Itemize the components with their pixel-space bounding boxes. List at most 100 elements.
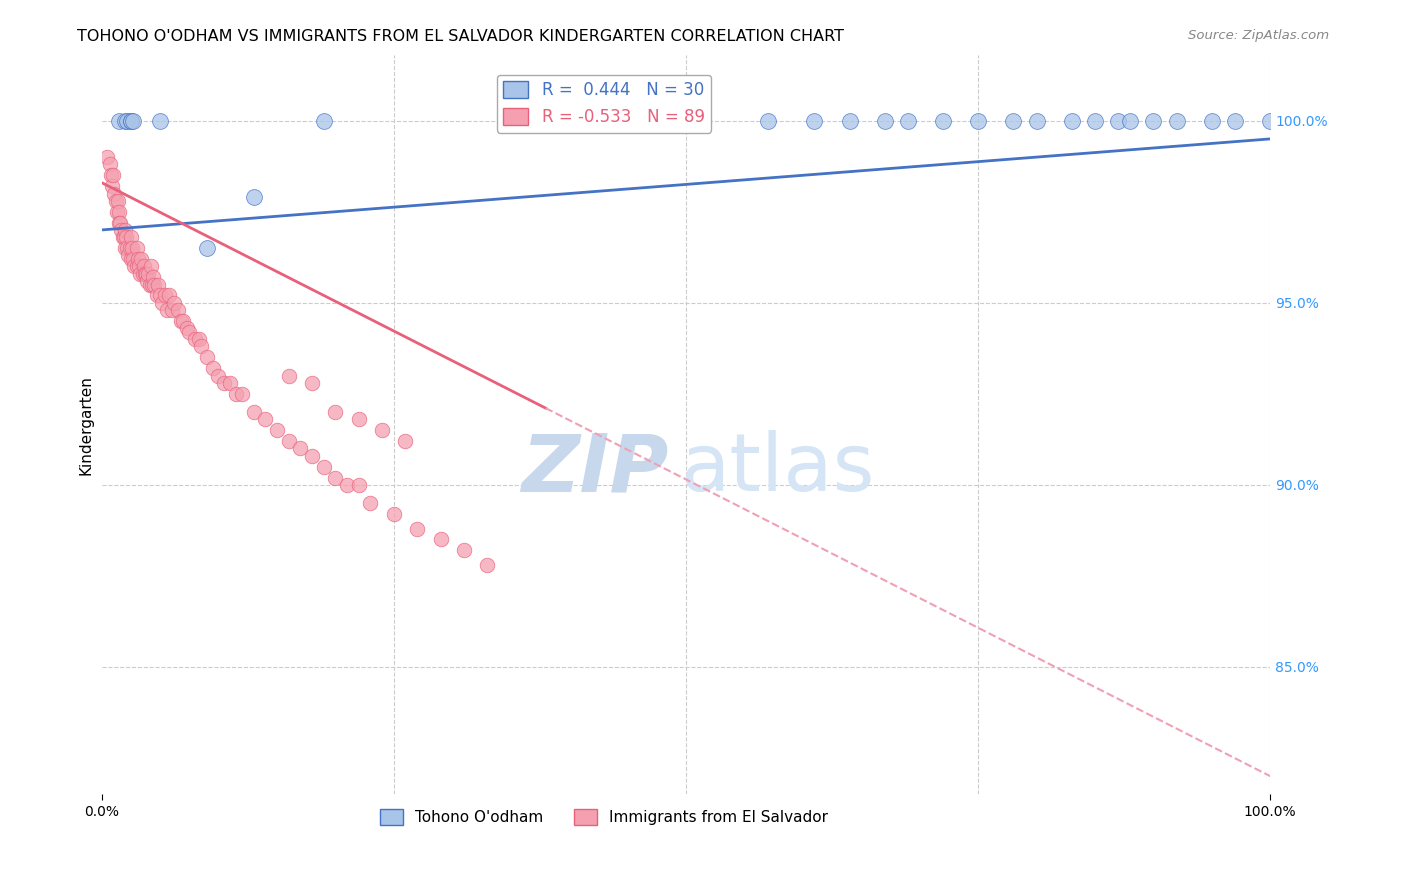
Point: [201, 361, 224, 376]
Point: [108, 204, 131, 219]
Point: [1225, 113, 1247, 128]
Point: [312, 113, 335, 128]
Point: [96, 150, 118, 164]
Point: [117, 241, 139, 255]
Text: Source: ZipAtlas.com: Source: ZipAtlas.com: [1188, 29, 1329, 42]
Point: [301, 376, 323, 390]
Point: [838, 113, 860, 128]
Point: [150, 295, 173, 310]
Point: [394, 434, 416, 449]
Point: [207, 368, 229, 383]
Point: [190, 339, 212, 353]
Point: [1258, 113, 1281, 128]
Point: [231, 386, 253, 401]
Point: [103, 186, 125, 201]
Point: [897, 113, 920, 128]
Point: [336, 478, 359, 492]
Point: [219, 376, 242, 390]
Point: [277, 368, 299, 383]
Text: ZIP: ZIP: [522, 430, 668, 508]
Point: [176, 321, 198, 335]
Point: [108, 216, 131, 230]
Point: [873, 113, 896, 128]
Point: [132, 260, 155, 274]
Point: [129, 267, 152, 281]
Point: [146, 277, 169, 292]
Point: [125, 260, 148, 274]
Point: [125, 241, 148, 255]
Point: [605, 113, 627, 128]
Point: [214, 376, 236, 390]
Point: [347, 412, 370, 426]
Point: [149, 113, 172, 128]
Point: [406, 522, 429, 536]
Point: [136, 274, 159, 288]
Point: [135, 267, 157, 281]
Point: [120, 252, 142, 266]
Point: [1084, 113, 1107, 128]
Point: [1060, 113, 1083, 128]
Point: [195, 241, 218, 255]
Point: [1002, 113, 1025, 128]
Point: [118, 241, 141, 255]
Point: [128, 260, 150, 274]
Point: [131, 252, 153, 266]
Point: [301, 449, 323, 463]
Point: [127, 252, 149, 266]
Point: [117, 113, 139, 128]
Point: [1119, 113, 1142, 128]
Point: [359, 496, 381, 510]
Point: [138, 277, 160, 292]
Point: [932, 113, 955, 128]
Point: [120, 113, 142, 128]
Point: [108, 113, 131, 128]
Point: [1107, 113, 1129, 128]
Point: [131, 267, 153, 281]
Point: [254, 412, 277, 426]
Y-axis label: Kindergarten: Kindergarten: [79, 375, 93, 475]
Point: [117, 248, 139, 262]
Point: [110, 223, 132, 237]
Point: [107, 194, 129, 208]
Point: [112, 230, 135, 244]
Point: [453, 543, 475, 558]
Point: [382, 507, 405, 521]
Point: [138, 267, 160, 281]
Point: [163, 295, 186, 310]
Point: [803, 113, 825, 128]
Point: [160, 303, 183, 318]
Point: [172, 314, 194, 328]
Point: [156, 303, 179, 318]
Point: [179, 325, 201, 339]
Point: [114, 241, 136, 255]
Point: [153, 288, 176, 302]
Point: [1025, 113, 1047, 128]
Legend: Tohono O'odham, Immigrants from El Salvador: Tohono O'odham, Immigrants from El Salva…: [374, 803, 834, 831]
Point: [1142, 113, 1164, 128]
Point: [166, 303, 188, 318]
Point: [1166, 113, 1188, 128]
Point: [134, 267, 156, 281]
Point: [103, 169, 125, 183]
Point: [429, 533, 451, 547]
Point: [114, 223, 136, 237]
Point: [114, 113, 136, 128]
Point: [242, 190, 264, 204]
Point: [110, 216, 132, 230]
Point: [120, 113, 142, 128]
Point: [967, 113, 990, 128]
Point: [139, 260, 162, 274]
Point: [184, 332, 207, 346]
Point: [756, 113, 779, 128]
Point: [115, 230, 138, 244]
Point: [157, 288, 180, 302]
Point: [105, 204, 128, 219]
Point: [141, 277, 163, 292]
Point: [290, 442, 312, 456]
Point: [187, 332, 209, 346]
Point: [477, 558, 499, 572]
Point: [122, 113, 145, 128]
Point: [325, 470, 347, 484]
Point: [124, 260, 146, 274]
Text: TOHONO O'ODHAM VS IMMIGRANTS FROM EL SALVADOR KINDERGARTEN CORRELATION CHART: TOHONO O'ODHAM VS IMMIGRANTS FROM EL SAL…: [77, 29, 845, 44]
